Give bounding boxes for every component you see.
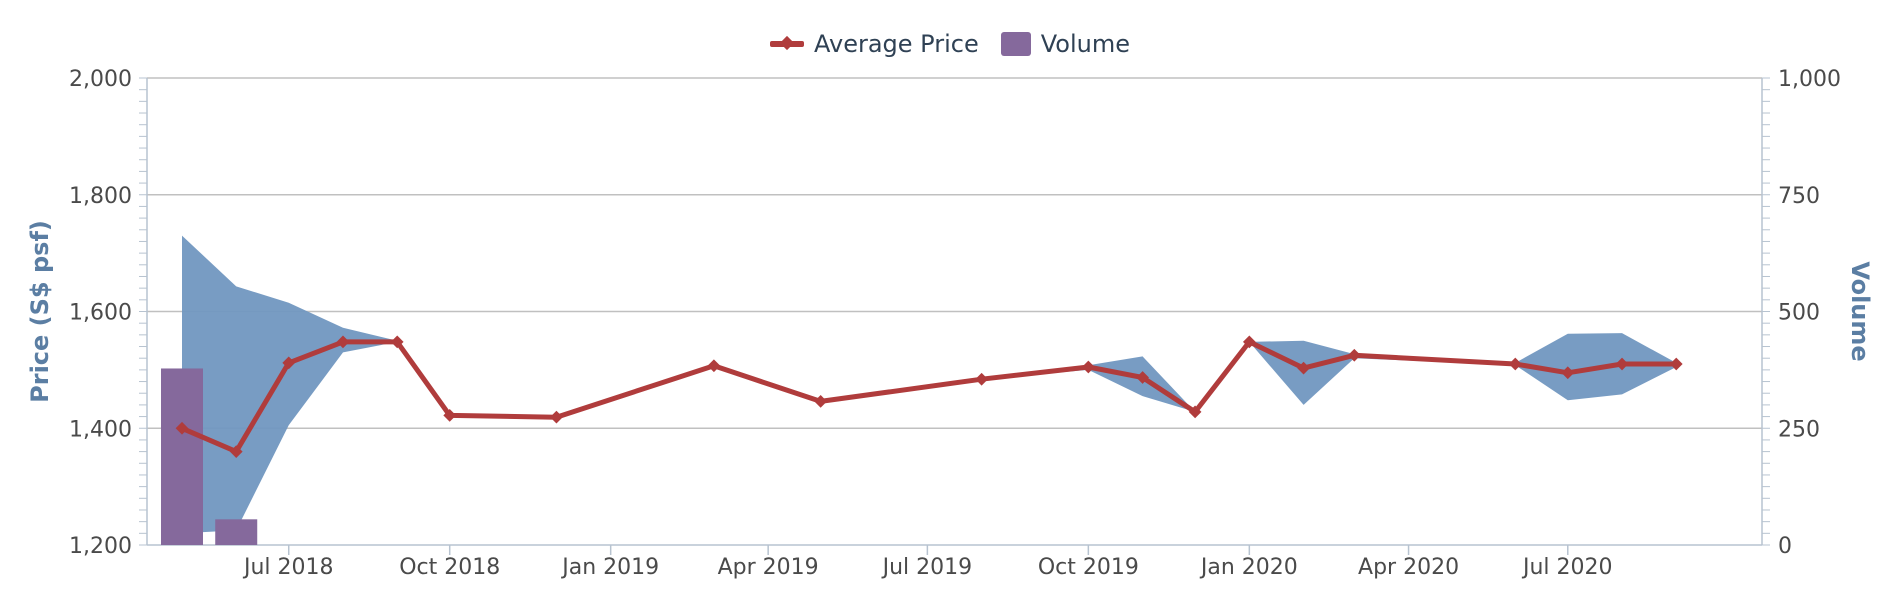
legend-item-average-price[interactable]: Average Price bbox=[770, 30, 979, 58]
y-axis-title: Price (S$ psf) bbox=[26, 220, 54, 403]
y-tick-label: 1,400 bbox=[69, 417, 132, 442]
x-tick-label: Jan 2019 bbox=[560, 555, 659, 580]
average-price-point bbox=[336, 335, 350, 349]
x-tick-label: Jul 2018 bbox=[242, 555, 334, 580]
y-tick-label: 1,200 bbox=[69, 534, 132, 559]
y2-tick-label: 500 bbox=[1778, 301, 1820, 326]
y2-tick-label: 750 bbox=[1778, 184, 1820, 209]
average-price-point bbox=[550, 410, 563, 424]
average-price-point bbox=[229, 445, 243, 458]
average-price-point bbox=[707, 359, 721, 373]
x-tick-label: Oct 2018 bbox=[399, 555, 500, 580]
x-tick-label: Apr 2020 bbox=[1358, 555, 1459, 580]
average-price-point bbox=[175, 421, 189, 435]
average-price-point bbox=[390, 335, 404, 349]
y2-tick-label: 1,000 bbox=[1778, 67, 1841, 92]
average-price-point bbox=[1508, 357, 1522, 371]
y2-tick-label: 250 bbox=[1778, 417, 1820, 442]
average-price-point bbox=[814, 395, 828, 408]
average-price-point bbox=[975, 372, 988, 386]
average-price-point bbox=[443, 409, 457, 422]
x-tick-label: Oct 2019 bbox=[1038, 555, 1139, 580]
x-tick-label: Jul 2019 bbox=[881, 555, 973, 580]
average-price-point bbox=[282, 356, 296, 370]
bar-series-marker-icon bbox=[1000, 32, 1031, 56]
x-tick-label: Jul 2020 bbox=[1521, 555, 1613, 580]
legend-item-volume[interactable]: Volume bbox=[1000, 30, 1130, 58]
y2-axis-title: Volume bbox=[1846, 261, 1874, 361]
y-tick-label: 1,600 bbox=[69, 301, 132, 326]
x-tick-label: Apr 2019 bbox=[718, 555, 819, 580]
average-price-line bbox=[179, 339, 1679, 455]
legend-label-volume: Volume bbox=[1040, 30, 1130, 58]
chart-legend: Average Price Volume bbox=[0, 30, 1900, 58]
line-series-marker-icon bbox=[770, 41, 804, 47]
volume-bar bbox=[215, 519, 258, 545]
y2-tick-label: 0 bbox=[1778, 534, 1792, 559]
volume-bar bbox=[160, 368, 203, 545]
x-tick-label: Jan 2020 bbox=[1199, 555, 1298, 580]
legend-label-average-price: Average Price bbox=[814, 30, 979, 58]
y-tick-label: 2,000 bbox=[69, 67, 132, 92]
y-tick-label: 1,800 bbox=[69, 184, 132, 209]
